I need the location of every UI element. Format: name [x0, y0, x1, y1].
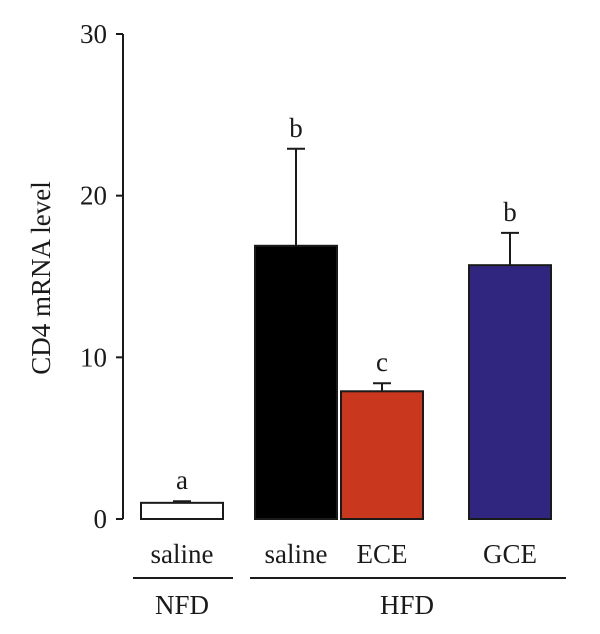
significance-label-2: c — [376, 347, 388, 377]
bar-0 — [140, 501, 224, 521]
category-label-2: ECE — [357, 539, 408, 569]
category-label-1: saline — [265, 539, 328, 569]
bar-3 — [468, 264, 552, 520]
significance-label-1: b — [289, 113, 303, 143]
axes: 0 10 20 30 — [80, 19, 124, 534]
y-tick-label-10: 10 — [80, 342, 107, 372]
y-axis-label: CD4 mRNA level — [26, 181, 56, 375]
group-label-0: NFD — [155, 590, 209, 620]
bar-1 — [254, 244, 338, 521]
significance-label-3: b — [503, 197, 517, 227]
y-tick-label-0: 0 — [94, 504, 108, 534]
y-tick-label-20: 20 — [80, 181, 107, 211]
bars — [140, 147, 552, 521]
category-label-0: saline — [151, 539, 214, 569]
y-tick-label-30: 30 — [80, 19, 107, 49]
bar-2 — [340, 390, 424, 520]
significance-label-0: a — [176, 465, 188, 495]
group-label-1: HFD — [380, 590, 434, 620]
labels: a saline b saline c ECE b GCE NFD HFD — [133, 113, 566, 620]
category-label-3: GCE — [483, 539, 537, 569]
